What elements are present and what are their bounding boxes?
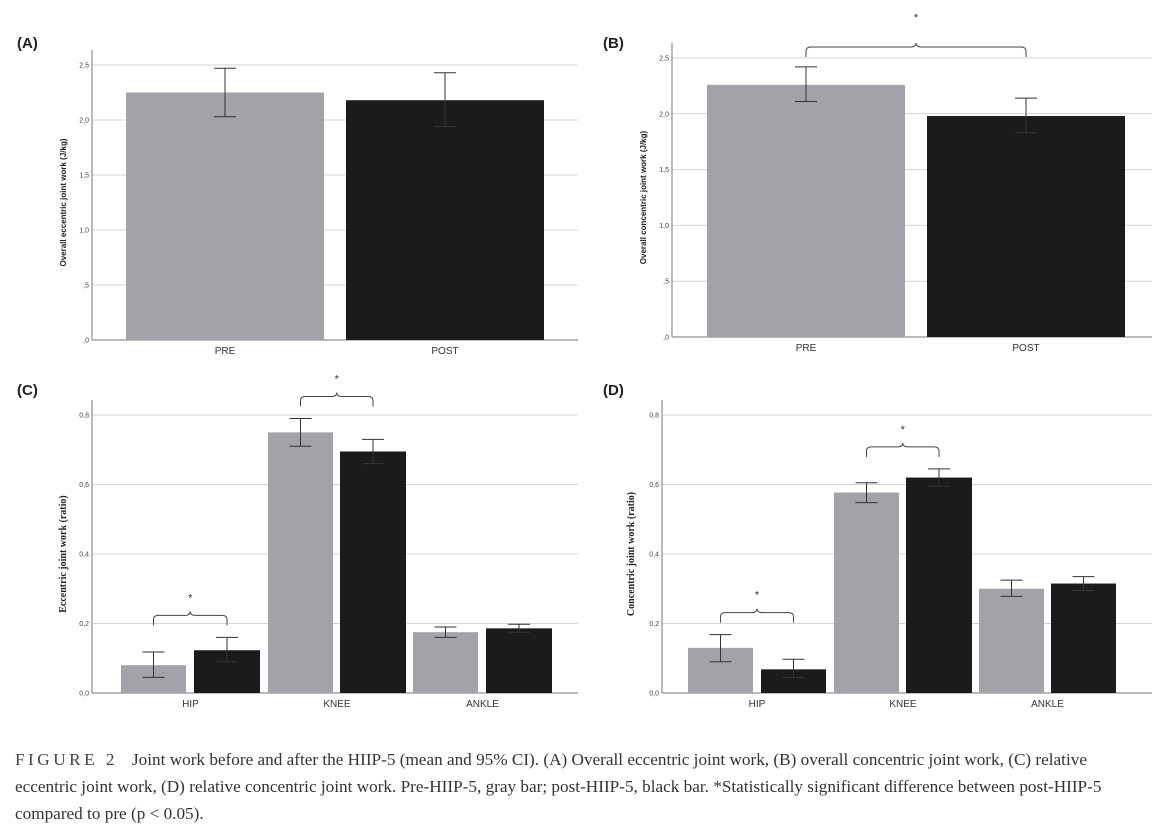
y-axis-label: Eccentric joint work (ratio) [58,495,69,612]
y-tick-label: 0,2 [79,621,89,628]
bar-post [761,669,826,693]
bar-pre [834,492,899,693]
x-tick-label: ANKLE [466,699,499,710]
y-tick-label: 0,4 [79,552,89,559]
y-tick-label: 0,0 [79,691,89,698]
bar-post [340,451,406,693]
y-tick-label: ,5 [83,283,89,290]
y-tick-label: 1,5 [79,173,89,180]
bar-pre [979,588,1044,693]
significance-bracket [720,608,794,623]
significance-bracket [153,611,228,626]
panel-letter: (A) [17,35,38,52]
significance-star: * [188,592,193,604]
bar-post [927,116,1125,337]
panel-letter: (D) [603,382,624,399]
significance-star: * [755,590,760,602]
significance-bracket [805,42,1027,57]
y-tick-label: ,0 [83,338,89,345]
caption-label: FIGURE 2 [15,750,118,769]
y-tick-label: 1,0 [659,223,669,230]
caption-text: Joint work before and after the HIIP-5 (… [15,750,1102,823]
y-tick-label: ,5 [663,279,669,286]
panel-letter: (B) [603,35,624,52]
bar-post [906,477,972,693]
significance-bracket [866,442,940,457]
y-tick-label: 2,5 [79,63,89,70]
bar-pre [413,632,478,693]
y-tick-label: 0,2 [649,621,659,628]
y-tick-label: 1,5 [659,167,669,174]
y-tick-label: 0,8 [79,413,89,420]
bar-pre [268,432,333,693]
significance-star: * [335,373,340,385]
y-tick-label: 0,4 [649,552,659,559]
y-tick-label: 0,8 [649,413,659,420]
bar-pre [126,92,324,340]
x-tick-label: POST [431,346,458,357]
bar-pre [707,84,905,337]
x-tick-label: KNEE [889,699,917,710]
bar-post [346,100,544,340]
x-tick-label: ANKLE [1031,699,1064,710]
y-axis-label: Overall concentric joint work (J/kg) [639,130,648,264]
x-tick-label: PRE [215,346,236,357]
x-tick-label: KNEE [323,699,351,710]
x-tick-label: HIP [749,699,766,710]
y-tick-label: 1,0 [79,228,89,235]
y-tick-label: 0,6 [649,482,659,489]
y-tick-label: 2,0 [79,118,89,125]
bar-post [1051,583,1116,693]
y-axis-label: Overall eccentric joint work (J/kg) [59,138,68,266]
significance-bracket [300,392,374,407]
significance-star: * [914,12,919,24]
figure-caption: FIGURE 2 Joint work before and after the … [15,746,1140,827]
y-tick-label: 2,5 [659,56,669,63]
y-axis-label: Concentric joint work (ratio) [626,492,637,616]
panel-letter: (C) [17,382,38,399]
x-tick-label: PRE [796,343,817,354]
figure-2: (A) ,0 ,5 1,0 1,5 2,0 2,5 Overall eccentric joi… [17,12,1152,710]
x-tick-label: HIP [182,699,199,710]
y-tick-label: 2,0 [659,111,669,118]
y-tick-label: 0,0 [649,691,659,698]
y-tick-label: ,0 [663,335,669,342]
bar-post [486,628,552,693]
y-tick-label: 0,6 [79,482,89,489]
significance-star: * [901,424,906,436]
x-tick-label: POST [1012,343,1039,354]
